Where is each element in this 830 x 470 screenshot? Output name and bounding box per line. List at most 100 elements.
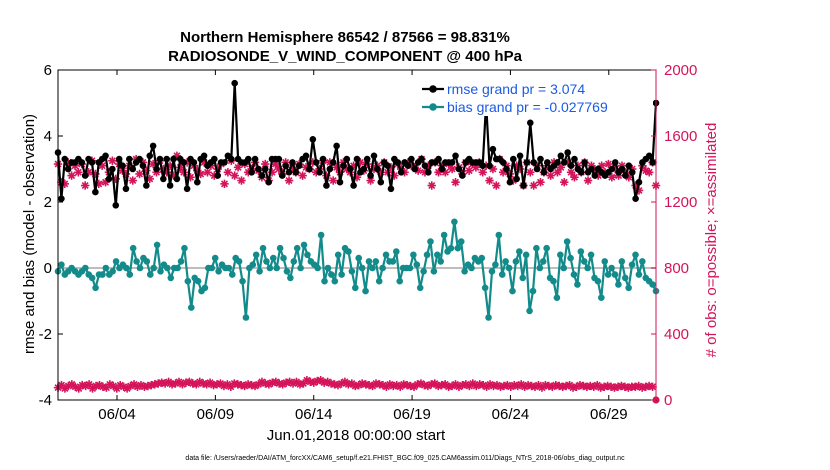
obs-count-point-core <box>69 173 74 178</box>
rmse-point <box>618 165 626 173</box>
x-axis: 06/04 06/09 06/14 06/19 06/24 06/29 <box>98 70 628 423</box>
bias-point <box>164 264 171 272</box>
legend-bias-marker <box>429 103 437 111</box>
bias-point <box>625 284 632 292</box>
rmse-point <box>58 195 65 202</box>
rmse-point <box>404 162 412 169</box>
rmse-point <box>509 155 517 163</box>
obs-count-point-core <box>487 178 492 183</box>
obs-count-point-core <box>110 158 115 163</box>
bias-point <box>375 277 383 285</box>
rmse-point <box>448 159 456 166</box>
legend: rmse grand pr = 3.074 bias grand pr = -0… <box>419 78 653 116</box>
obs-count-point-core <box>606 162 611 166</box>
rmse-point <box>261 165 269 173</box>
bias-point <box>413 261 421 269</box>
bias-point <box>351 284 359 292</box>
rmse-point <box>411 165 419 173</box>
bias-point <box>649 281 656 288</box>
rmse-point <box>166 182 174 189</box>
bias-point <box>454 244 462 252</box>
x-tick-label: 06/09 <box>197 406 235 423</box>
rmse-point <box>489 145 497 153</box>
obs-count-point-core <box>351 163 356 168</box>
bias-point <box>297 264 304 272</box>
bias-point <box>372 258 380 265</box>
obs-count-point-core <box>647 170 652 175</box>
y-left-tick-label: -2 <box>39 326 52 343</box>
obs-count-point <box>485 176 494 185</box>
rmse-point <box>635 178 643 186</box>
bias-point <box>109 268 116 275</box>
obs-count-point <box>478 168 487 177</box>
obs-count-point-core <box>650 384 655 389</box>
rmse-point <box>285 169 293 176</box>
y-left-tick-label: 2 <box>44 194 52 211</box>
rmse-point <box>309 136 317 143</box>
bias-point <box>99 271 106 278</box>
obs-count-point-core <box>501 170 505 175</box>
legend-rmse-marker <box>429 85 437 93</box>
y-left-tick-label: -4 <box>39 392 52 409</box>
bias-point <box>82 264 89 272</box>
obs-count-point <box>80 181 90 190</box>
obs-count-point <box>223 168 233 177</box>
bias-point <box>201 284 209 292</box>
obs-count-point-core <box>528 170 533 175</box>
bias-point <box>273 264 280 272</box>
y-axis-left-label: rmse and bias (model - observation) <box>21 114 38 354</box>
rmse-point <box>611 159 619 166</box>
obs-count-point-core <box>76 170 81 175</box>
bias-point <box>577 248 585 255</box>
rmse-point <box>180 159 188 166</box>
rmse-point <box>540 169 548 176</box>
rmse-point <box>163 155 171 163</box>
x-tick-label: 06/04 <box>98 406 136 423</box>
rmse-point <box>244 155 252 163</box>
rmse-point <box>173 175 181 183</box>
bias-point <box>639 258 646 265</box>
bias-point <box>382 251 390 259</box>
bias-point <box>478 254 486 262</box>
rmse-point <box>306 165 313 173</box>
obs-count-point-core <box>467 168 472 173</box>
bias-point <box>516 248 523 255</box>
obs-count-point <box>560 178 569 187</box>
rmse-point <box>170 155 177 163</box>
bias-point <box>509 287 516 295</box>
rmse-point <box>251 155 259 163</box>
rmse-point <box>153 165 160 173</box>
rmse-point <box>360 165 368 173</box>
obs-count-point-core <box>239 178 244 183</box>
rmse-point <box>143 182 150 189</box>
rmse-series <box>54 79 660 209</box>
rmse-point <box>200 152 208 160</box>
rmse-point <box>530 159 537 166</box>
rmse-point <box>479 162 487 169</box>
rmse-point <box>571 155 578 163</box>
x-axis-label: Jun.01,2018 00:00:00 start <box>267 427 446 444</box>
bias-point <box>604 271 612 278</box>
rmse-point <box>523 159 531 166</box>
y-right-tick-label: 400 <box>664 326 689 343</box>
bias-point <box>235 258 243 265</box>
obs-count-point <box>447 164 457 174</box>
obs-count-point-core <box>151 162 156 166</box>
rmse-point <box>622 172 629 179</box>
bias-point <box>423 251 431 259</box>
rmse-point <box>516 152 524 160</box>
obs-count-point <box>583 176 593 185</box>
bias-point <box>143 258 151 265</box>
bias-point <box>495 231 503 239</box>
rmse-point <box>214 172 221 179</box>
obs-count-point <box>298 171 307 180</box>
bias-point <box>440 231 448 239</box>
rmse-point <box>425 169 432 176</box>
rmse-point <box>506 178 514 186</box>
bias-point <box>266 264 274 272</box>
rmse-point <box>455 165 463 173</box>
obs-count-point <box>566 168 576 177</box>
obs-count-point-core <box>562 180 567 185</box>
obs-count-point <box>597 161 606 170</box>
rmse-point <box>387 185 395 193</box>
